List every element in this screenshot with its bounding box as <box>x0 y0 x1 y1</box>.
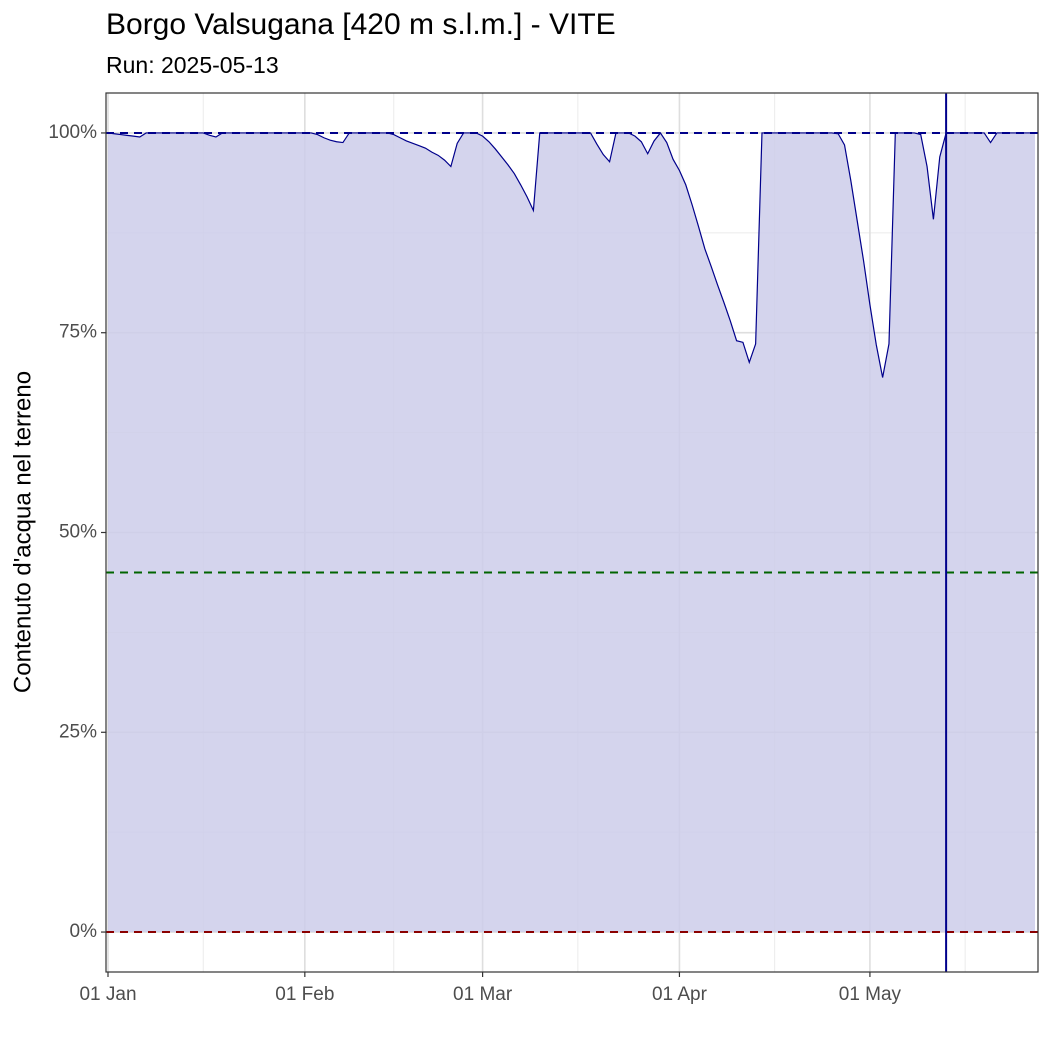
x-tick-label: 01 May <box>839 984 902 1005</box>
line <box>107 131 1035 378</box>
chart-title: Borgo Valsugana [420 m s.l.m.] - VITE <box>106 8 616 41</box>
y-axis-label: Contenuto d'acqua nel terreno <box>9 371 36 693</box>
y-tick-label: 25% <box>59 721 97 742</box>
y-tick-label: 75% <box>59 322 97 343</box>
x-tick-label: 01 Apr <box>652 984 708 1005</box>
chart-subtitle: Run: 2025-05-13 <box>106 52 279 78</box>
area <box>108 132 1035 933</box>
x-tick-label: 01 Jan <box>79 984 136 1005</box>
x-tick-label: 01 Mar <box>453 984 513 1005</box>
x-tick-label: 01 Feb <box>275 984 334 1005</box>
y-tick-label: 50% <box>59 522 97 543</box>
y-tick-label: 100% <box>48 122 97 143</box>
y-tick-label: 0% <box>70 921 98 942</box>
